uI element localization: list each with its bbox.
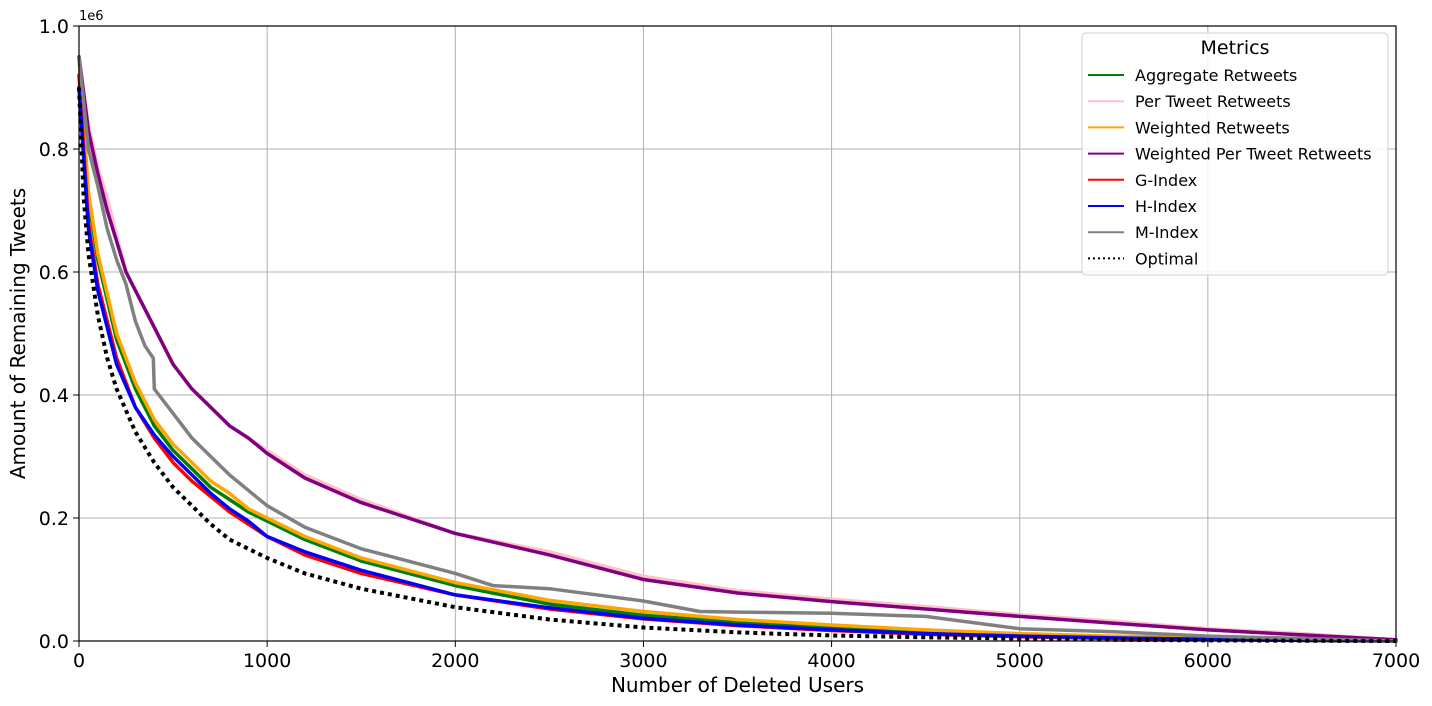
y-tick-label: 1.0 — [39, 16, 69, 38]
legend-label: M-Index — [1135, 223, 1199, 242]
x-axis-ticks: 0 1000 2000 3000 4000 5000 6000 7000 — [73, 641, 1420, 672]
x-tick-label: 0 — [73, 650, 85, 672]
y-tick-label: 0.4 — [39, 385, 69, 407]
series-line-m-index — [77, 55, 1398, 643]
y-axis-ticks: 0.0 0.2 0.4 0.6 0.8 1.0 — [39, 16, 79, 653]
series-line-h-index — [77, 85, 1398, 643]
legend-label: Per Tweet Retweets — [1135, 92, 1291, 111]
y-axis-scale-label: 1e6 — [79, 9, 104, 24]
y-tick-label: 0.2 — [39, 508, 69, 530]
legend-box — [1081, 32, 1389, 276]
x-tick-label: 5000 — [996, 650, 1044, 672]
x-tick-label: 7000 — [1372, 650, 1420, 672]
legend-label: Weighted Per Tweet Retweets — [1135, 145, 1372, 164]
plot-frame — [78, 25, 1397, 642]
y-tick-label: 0.0 — [39, 631, 69, 653]
x-tick-label: 1000 — [243, 650, 291, 672]
legend-label: H-Index — [1135, 197, 1197, 216]
legend-items: Aggregate Retweets Per Tweet Retweets Weig… — [1088, 66, 1372, 268]
x-tick-label: 3000 — [619, 650, 667, 672]
legend-label: Aggregate Retweets — [1135, 66, 1297, 85]
series-line-optimal — [77, 87, 1397, 643]
x-axis-label: Number of Deleted Users — [611, 673, 864, 697]
legend-label: Weighted Retweets — [1135, 118, 1290, 137]
legend-title: Metrics — [1201, 37, 1270, 59]
legend: Metrics Aggregate Retweets Per Tweet Retw… — [1081, 32, 1389, 276]
x-tick-label: 2000 — [431, 650, 479, 672]
y-tick-label: 0.8 — [39, 139, 69, 161]
y-axis-label: Amount of Remaining Tweets — [6, 188, 30, 479]
legend-label: Optimal — [1135, 249, 1198, 268]
series-layer — [77, 55, 1398, 643]
series-line-weighted-per-tweet-retweets — [77, 55, 1398, 642]
x-tick-label: 6000 — [1184, 650, 1232, 672]
legend-label: G-Index — [1135, 171, 1197, 190]
y-tick-label: 0.6 — [39, 262, 69, 284]
x-tick-label: 4000 — [807, 650, 855, 672]
series-line-weighted-retweets — [77, 55, 1398, 643]
